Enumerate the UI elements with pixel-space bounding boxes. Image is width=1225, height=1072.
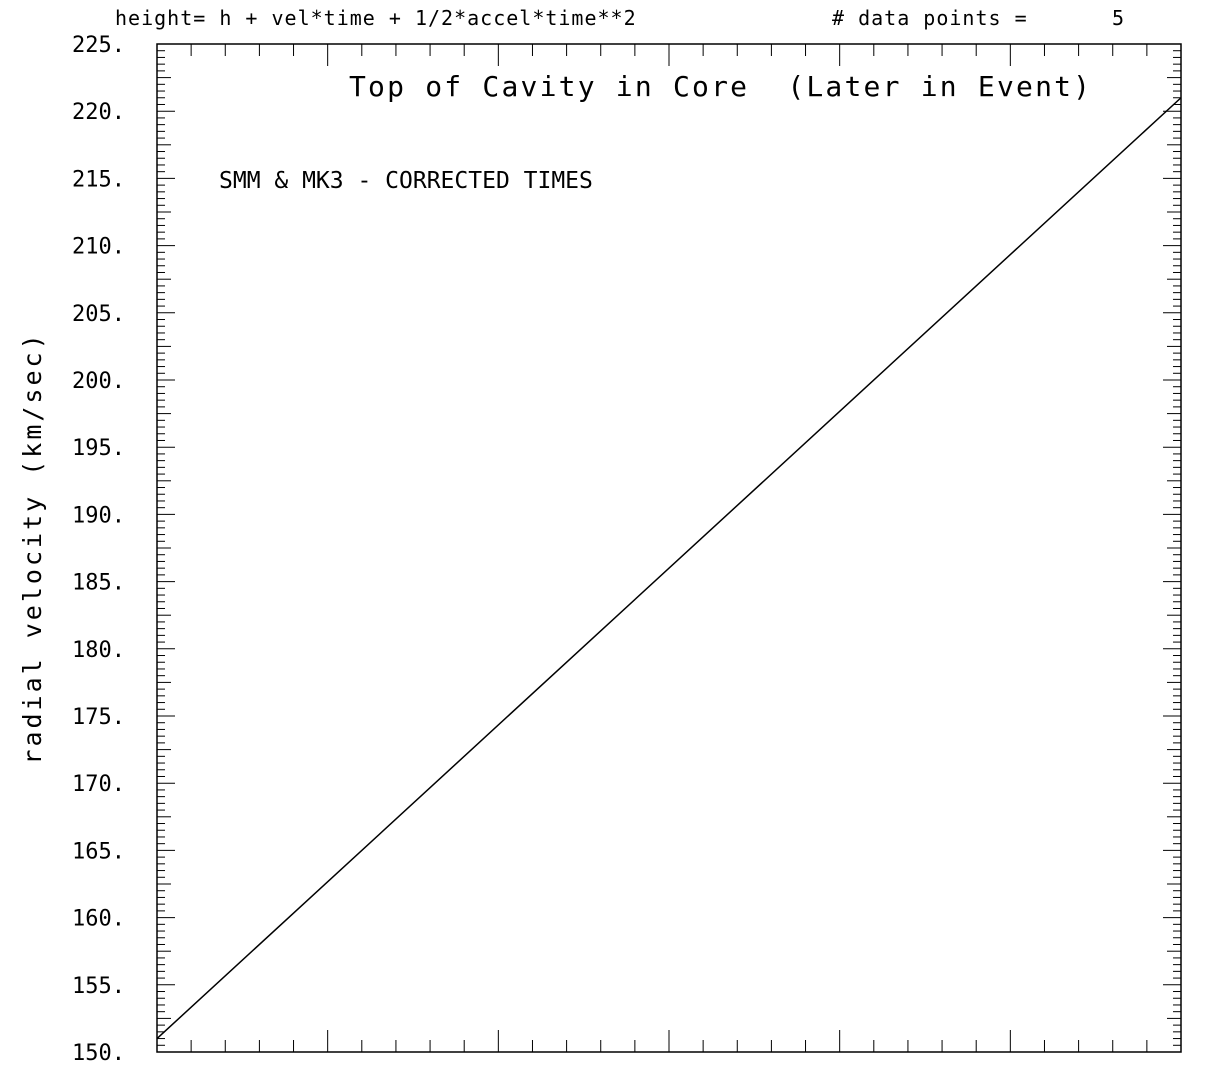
y-tick-label: 225. [72,33,125,58]
y-tick-label: 165. [72,839,125,864]
y-tick-label: 210. [72,235,125,260]
y-tick-label: 150. [72,1041,125,1066]
chart-title: Top of Cavity in Core (Later in Event) [349,70,1092,103]
header-points-label: # data points = [832,6,1028,30]
y-axis-tick-labels: 150. 155. 160. 165. 170. 175. 180. 185. 190. 195.… [72,33,125,1066]
header-formula: height= h + vel*time + 1/2*accel*time**2 [115,6,637,30]
y-tick-label: 220. [72,100,125,125]
y-tick-label: 155. [72,974,125,999]
y-tick-label: 200. [72,369,125,394]
y-tick-label: 170. [72,772,125,797]
series-line-0 [156,97,1182,1040]
y-tick-label: 215. [72,167,125,192]
series-layer [156,97,1182,1040]
y-tick-label: 205. [72,302,125,327]
y-tick-label: 185. [72,571,125,596]
y-axis-label: radial velocity (km/sec) [18,331,47,764]
plot-frame [156,43,1182,1053]
y-tick-label: 180. [72,638,125,663]
header-points-value: 5 [1112,6,1124,30]
y-tick-label: 175. [72,705,125,730]
y-tick-label: 160. [72,907,125,932]
y-tick-label: 195. [72,436,125,461]
y-axis-ticks-left [157,43,175,1053]
chart-subtitle: SMM & MK3 - CORRECTED TIMES [219,168,593,194]
y-tick-label: 190. [72,503,125,528]
y-axis-ticks-right [1163,43,1181,1053]
x-axis-ticks [190,44,1148,1052]
